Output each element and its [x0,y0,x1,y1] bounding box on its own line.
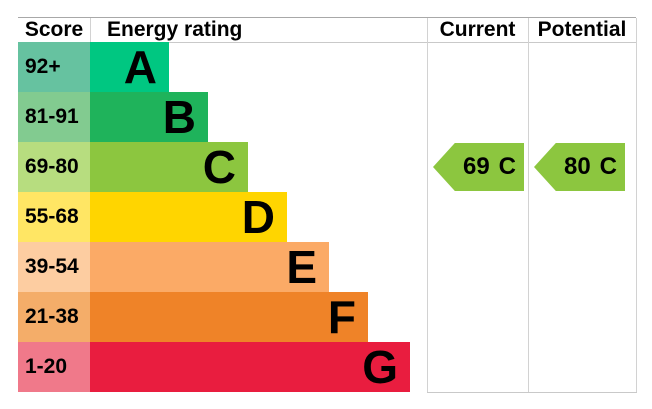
score-range-f: 21-38 [18,292,90,342]
current-rating-value: 69 [462,153,490,180]
score-range-e: 39-54 [18,242,90,292]
potential-column-divider [528,18,529,392]
header-bottom-border [18,42,636,43]
potential-rating-arrow: 80 C [534,143,625,191]
band-bar-d: D [90,192,287,242]
potential-rating-band: C [599,153,618,180]
band-bar-c: C [90,142,248,192]
score-range-d: 55-68 [18,192,90,242]
potential-rating-value: 80 [563,153,591,180]
score-range-g: 1-20 [18,342,90,392]
current-rating-band: C [498,153,517,180]
current-column-divider [427,18,428,392]
potential-column-header: Potential [537,18,627,41]
band-bar-a: A [90,42,169,92]
score-range-b: 81-91 [18,92,90,142]
band-bar-f: F [90,292,368,342]
current-column-header: Current [439,18,516,41]
score-range-c: 69-80 [18,142,90,192]
band-bar-b: B [90,92,208,142]
score-range-a: 92+ [18,42,90,92]
band-bar-g: G [90,342,410,392]
table-bottom-border [427,392,637,393]
table-right-border [636,18,637,392]
table-top-border [18,17,636,18]
score-column-header: Score [24,18,84,41]
current-rating-arrow: 69 C [433,143,524,191]
score-column-divider [90,18,91,42]
energy-rating-column-header: Energy rating [107,18,243,41]
band-bar-e: E [90,242,329,292]
